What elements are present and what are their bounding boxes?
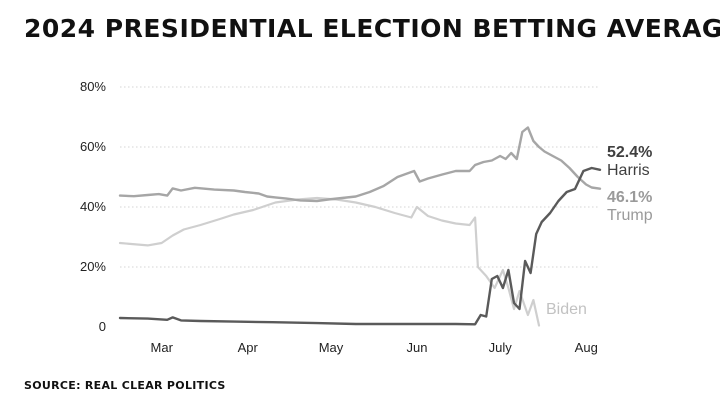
harris-end-value: 52.4% bbox=[607, 144, 652, 161]
series-line-harris bbox=[118, 166, 602, 326]
x-tick-label: Jun bbox=[407, 340, 428, 355]
y-tick-label: 0 bbox=[99, 319, 106, 334]
x-tick-label: Apr bbox=[238, 340, 259, 355]
series-end-labels: 52.4%Harris 46.1%Trump Biden bbox=[546, 144, 653, 318]
biden-label: Biden bbox=[546, 301, 587, 318]
trump-label: Trump bbox=[607, 207, 653, 224]
y-tick-label: 60% bbox=[80, 139, 106, 154]
y-tick-label: 40% bbox=[80, 199, 106, 214]
series-line-trump bbox=[118, 126, 602, 203]
y-gridlines bbox=[120, 86, 600, 268]
chart-title: 2024 PRESIDENTIAL ELECTION BETTING AVERA… bbox=[24, 14, 720, 43]
chart-source: SOURCE: REAL CLEAR POLITICS bbox=[24, 379, 226, 392]
harris-label: Harris bbox=[607, 162, 650, 179]
x-axis: Mar Apr May Jun July Aug bbox=[151, 340, 598, 355]
y-tick-label: 20% bbox=[80, 259, 106, 274]
y-axis: 0 20% 40% 60% 80% bbox=[80, 79, 106, 334]
y-tick-label: 80% bbox=[80, 79, 106, 94]
trump-end-value: 46.1% bbox=[607, 189, 652, 206]
x-tick-label: Mar bbox=[151, 340, 174, 355]
x-tick-label: May bbox=[319, 340, 344, 355]
x-tick-label: July bbox=[489, 340, 513, 355]
series-line-biden bbox=[118, 196, 541, 327]
x-tick-label: Aug bbox=[575, 340, 598, 355]
series-lines bbox=[118, 126, 602, 327]
